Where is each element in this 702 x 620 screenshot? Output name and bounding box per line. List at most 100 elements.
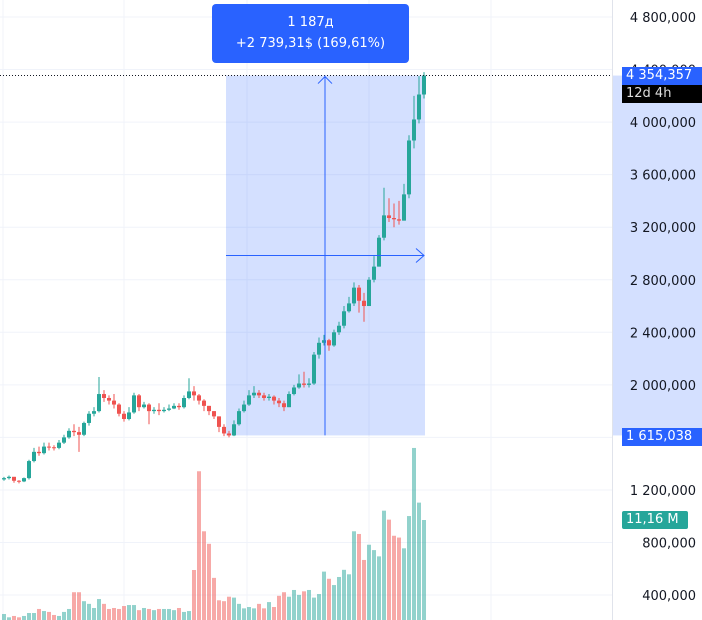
volume-bar <box>227 596 231 620</box>
volume-bar <box>267 602 271 620</box>
candle-body <box>217 416 221 427</box>
volume-bar <box>357 533 361 620</box>
volume-bar <box>297 594 301 620</box>
candle-body <box>337 325 341 333</box>
price-axis-tick-label: 4 800,000 <box>630 11 696 26</box>
volume-bar <box>77 592 81 620</box>
volume-bar <box>17 617 21 620</box>
volume-bar <box>132 605 136 620</box>
candle-body <box>357 287 361 301</box>
candle-body <box>247 395 251 405</box>
candle-body <box>137 395 141 408</box>
candle-body <box>267 396 271 398</box>
candle-body <box>82 422 86 435</box>
candle-body <box>92 411 96 414</box>
price-axis-tick-label: 800,000 <box>642 537 696 552</box>
candle-body <box>27 461 31 479</box>
price-axis-tick-label: 4 000,000 <box>630 116 696 131</box>
candle-body <box>112 400 116 405</box>
volume-bar <box>402 548 406 620</box>
candle-body <box>307 383 311 385</box>
candle-body <box>127 412 131 420</box>
volume-bar <box>377 556 381 620</box>
candle-body <box>272 396 276 401</box>
candle-body <box>192 391 196 396</box>
volume-bar <box>422 520 426 620</box>
candle-body <box>152 409 156 412</box>
current-price-tag: 4 354,357 <box>622 67 702 85</box>
volume-bar <box>367 544 371 620</box>
volume-bar <box>162 608 166 620</box>
candle-body <box>62 437 66 443</box>
candle-body <box>252 392 256 396</box>
candle-body <box>172 405 176 409</box>
volume-bar <box>307 589 311 620</box>
candle-body <box>212 411 216 417</box>
candle-body <box>207 405 211 412</box>
volume-bar <box>407 516 411 620</box>
candle-body <box>232 424 236 436</box>
volume-bar <box>327 578 331 620</box>
candle-body <box>142 404 146 408</box>
measure-duration: 1 187д <box>287 15 334 30</box>
measure-arrows <box>226 75 425 436</box>
candle-body <box>282 403 286 408</box>
candle-body <box>47 446 51 448</box>
measure-tooltip: 1 187д +2 739,31$ (169,61%) <box>212 4 409 63</box>
volume-bar <box>352 531 356 620</box>
volume-bar <box>197 471 201 620</box>
countdown-tag: 12d 4h <box>622 85 702 103</box>
volume-bar <box>192 570 196 620</box>
candle-body <box>177 405 181 408</box>
candle-body <box>287 394 291 408</box>
volume-bars <box>2 447 426 620</box>
volume-bar <box>67 608 71 620</box>
candle-body <box>262 395 266 398</box>
candle-body <box>352 287 356 304</box>
volume-bar <box>32 613 36 620</box>
volume-bar <box>177 607 181 620</box>
volume-bar <box>342 569 346 620</box>
candle-body <box>347 303 351 312</box>
volume-bar <box>122 606 126 620</box>
volume-bar <box>282 592 286 620</box>
candle-body <box>107 397 111 401</box>
volume-bar <box>217 600 221 620</box>
volume-bar <box>7 617 11 620</box>
candle-body <box>417 94 421 120</box>
volume-bar <box>62 611 66 620</box>
arrowhead-right-icon <box>415 248 425 263</box>
candle-body <box>317 342 321 355</box>
candle-body <box>17 480 21 482</box>
volume-bar <box>2 613 6 620</box>
volume-bar <box>112 607 116 620</box>
volume-bar <box>382 510 386 620</box>
candle-body <box>387 215 391 219</box>
volume-bar <box>292 589 296 620</box>
volume-bar <box>392 535 396 620</box>
candle-body <box>322 340 326 343</box>
volume-bar <box>57 615 61 620</box>
candle-body <box>332 332 336 346</box>
candle-body <box>32 451 36 462</box>
candle-body <box>122 413 126 420</box>
volume-bar <box>312 597 316 620</box>
volume-bar <box>247 607 251 620</box>
volume-bar <box>202 531 206 620</box>
volume-bar <box>387 519 391 620</box>
candle-body <box>297 383 301 388</box>
candle-body <box>302 383 306 385</box>
volume-bar <box>102 603 106 620</box>
candle-body <box>67 430 71 438</box>
volume-bar <box>272 607 276 620</box>
volume-bar <box>372 550 376 620</box>
volume-bar <box>322 571 326 620</box>
candle-body <box>257 392 261 396</box>
arrowhead-up-icon <box>317 75 333 84</box>
candle-body <box>222 426 226 434</box>
volume-bar <box>317 594 321 620</box>
volume-bar <box>212 577 216 620</box>
volume-bar <box>337 576 341 620</box>
